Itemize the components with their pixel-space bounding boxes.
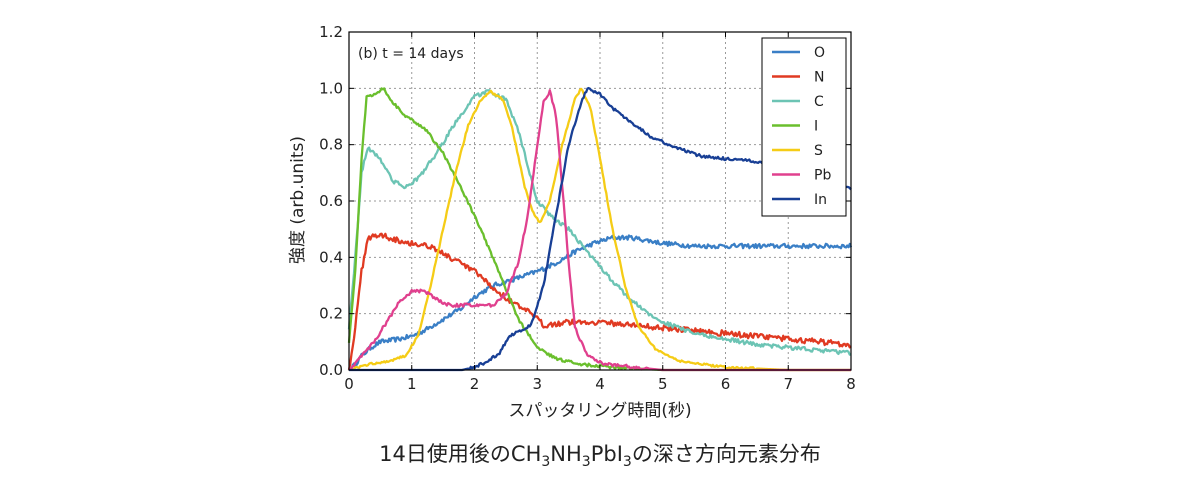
x-tick-label: 0: [344, 375, 354, 393]
x-axis-label: スパッタリング時間(秒): [508, 401, 691, 421]
legend-label-pb: Pb: [814, 168, 831, 184]
x-tick-label: 3: [532, 375, 542, 393]
grid: [349, 32, 851, 370]
legend-label-in: In: [814, 192, 827, 208]
legend-label-c: C: [814, 94, 824, 110]
series-line-n: [347, 232, 852, 371]
series-line-o: [348, 234, 853, 371]
x-tick-label: 5: [658, 375, 668, 393]
x-tick-label: 2: [470, 375, 480, 393]
figure-caption: 14日使用後のCH3NH3PbI3の深さ方向元素分布: [379, 442, 821, 470]
y-axis-label: 強度 (arb.units): [288, 136, 308, 264]
legend-box: [761, 37, 847, 217]
y-tick-label: 1.0: [319, 79, 343, 97]
legend-label-i: I: [814, 119, 818, 135]
y-tick-label: 1.2: [319, 23, 343, 41]
legend-label-s: S: [814, 143, 823, 159]
x-tick-label: 7: [783, 375, 793, 393]
y-tick-label: 0.8: [319, 136, 343, 154]
x-tick-label: 4: [595, 375, 605, 393]
series-line-c: [347, 89, 852, 356]
y-tick-label: 0.4: [319, 248, 343, 266]
y-tick-label: 0.0: [319, 361, 343, 379]
chart-annotation: (b) t = 14 days: [358, 46, 464, 62]
y-tick-label: 0.6: [319, 192, 343, 210]
axis-ticks: 0 1 2 3 4 5 6 7 8 0.0 0.2 0.4 0.6 0.8 1.0 1.2: [319, 23, 856, 393]
legend-label-o: O: [814, 45, 825, 61]
x-tick-label: 6: [721, 375, 731, 393]
legend-label-n: N: [814, 70, 824, 86]
x-tick-label: 1: [407, 375, 417, 393]
y-tick-label: 0.2: [319, 305, 343, 323]
x-tick-label: 8: [846, 375, 856, 393]
